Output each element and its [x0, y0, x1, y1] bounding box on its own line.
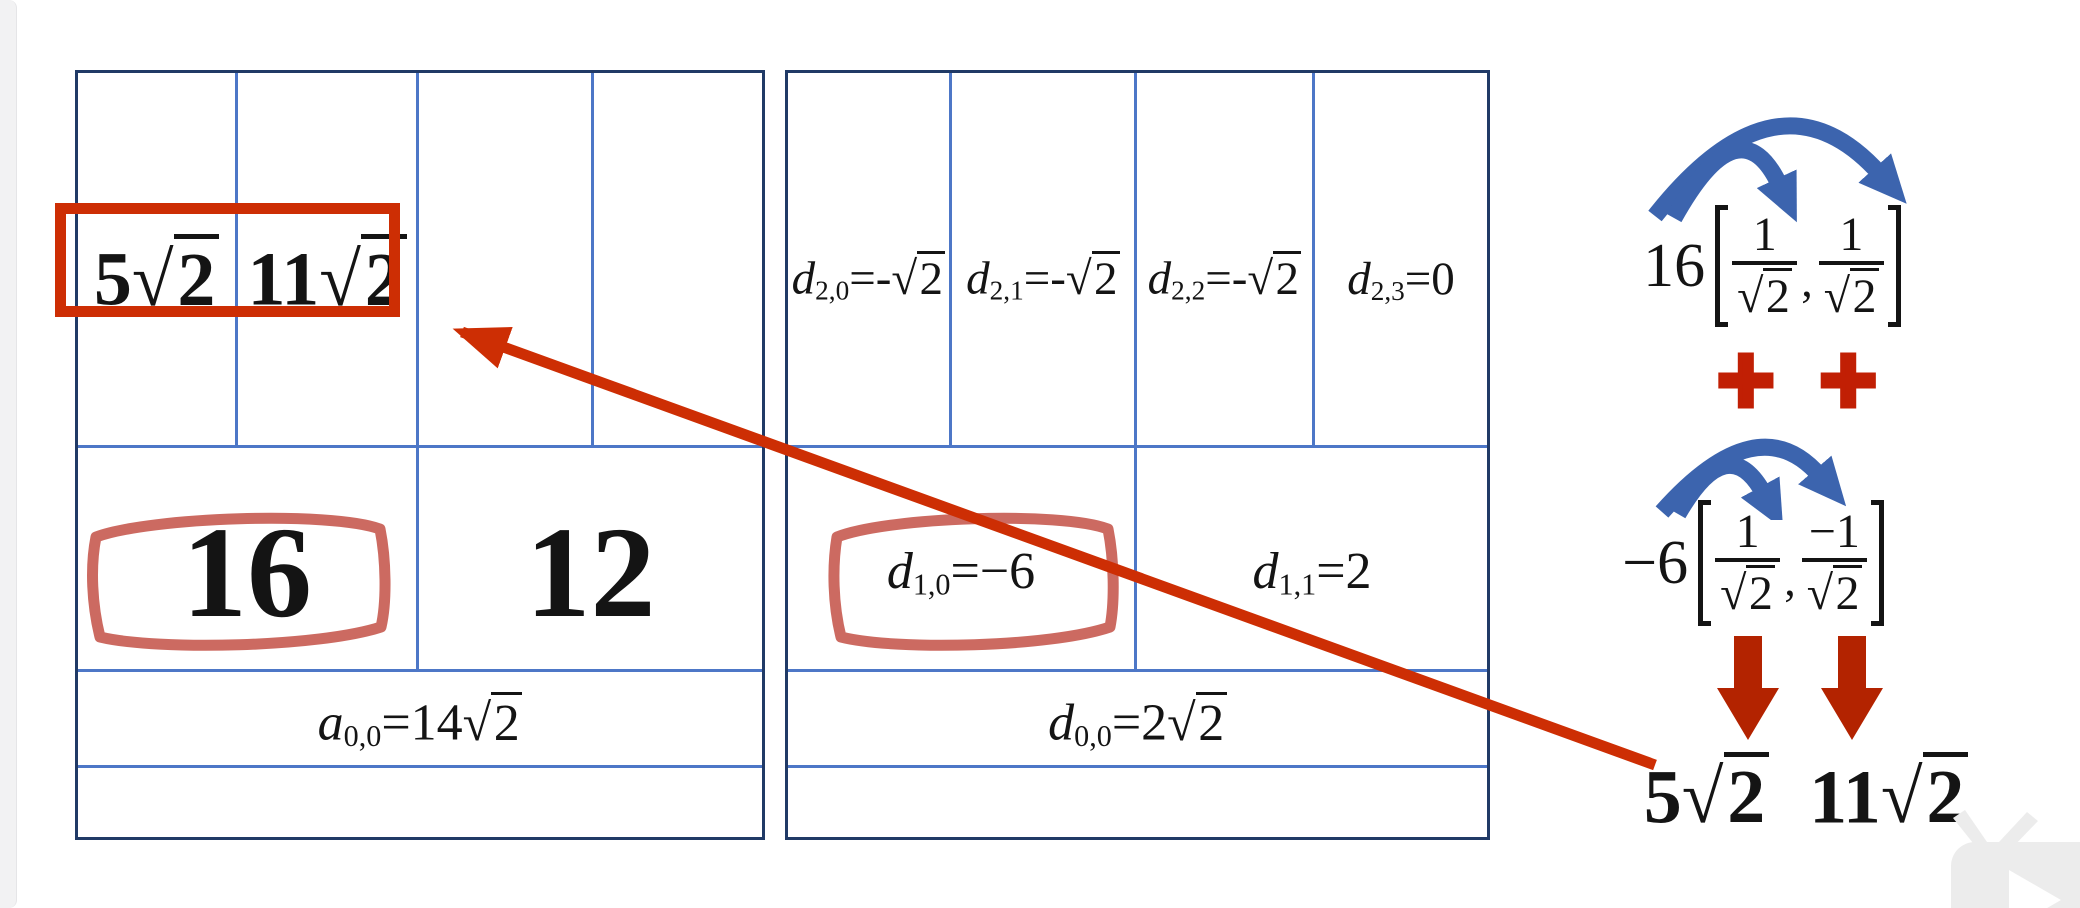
cell-d23: d2,3=0	[1315, 73, 1487, 445]
result-5sqrt2: 5√2	[1644, 752, 1770, 841]
bracket-left	[1715, 205, 1729, 327]
numerator: 1	[1752, 208, 1777, 262]
numerator: −1	[1808, 505, 1860, 559]
value-d20: d2,0=-√2	[792, 251, 946, 306]
expression-16-basis: 16 1 √2 , 1 √2	[1622, 205, 1922, 327]
plus-signs-row: + +	[1647, 324, 1947, 436]
grid-hline	[78, 765, 762, 768]
marker-box-stroke	[87, 512, 391, 651]
arc-arrow-icon	[1666, 141, 1797, 223]
coefficient-minus6: −6	[1622, 528, 1689, 597]
value-12: 12	[525, 500, 656, 645]
grid-vline	[591, 73, 594, 445]
scale-arcs-top	[1648, 117, 1907, 223]
tv-watermark-icon	[1951, 810, 2080, 908]
result-down-arrows	[1717, 636, 1883, 740]
bracket-right	[1870, 500, 1884, 626]
bracket-right	[1887, 205, 1901, 327]
denominator: √2	[1715, 558, 1781, 619]
cell-d22: d2,2=-√2	[1137, 73, 1312, 445]
value-d22: d2,2=-√2	[1148, 251, 1302, 306]
value-d21: d2,1=-√2	[966, 251, 1120, 306]
grid-vline	[235, 73, 238, 445]
arc-arrow-icon	[1648, 117, 1907, 222]
fraction-minus1-over-sqrt2: −1 √2	[1798, 500, 1871, 625]
grid-hline	[78, 445, 762, 448]
play-triangle	[2009, 870, 2061, 908]
arc-arrow-icon	[1670, 456, 1784, 520]
plus-icon: +	[1714, 324, 1777, 436]
value-d11: d1,1=2	[1252, 543, 1372, 602]
grid-hline	[78, 669, 762, 672]
down-arrow-icon	[1717, 636, 1779, 740]
antenna	[1953, 810, 1987, 848]
grid-vline	[1134, 73, 1137, 445]
expression-minus6-basis: −6 1 √2 , −1 √2	[1603, 500, 1903, 626]
coefficient-16: 16	[1643, 231, 1706, 300]
denominator: √2	[1818, 261, 1884, 322]
cell-d20: d2,0=-√2	[788, 73, 949, 445]
antenna	[1999, 812, 2038, 849]
result-11sqrt2: 11√2	[1809, 752, 1969, 841]
grid-vline	[949, 73, 952, 445]
page-left-edge	[0, 0, 17, 908]
numerator: 1	[1839, 208, 1864, 262]
down-arrow-icon	[1821, 636, 1883, 740]
reconstruction-table: 5√2 11√2 16 12 a0,0=14√2	[75, 70, 765, 840]
scale-arcs-bottom	[1655, 438, 1847, 520]
value-a00: a0,0=14√2	[318, 692, 523, 754]
fraction-1-over-sqrt2: 1 √2	[1815, 203, 1888, 328]
value-d00: d0,0=2√2	[1048, 692, 1227, 754]
cell-d21: d2,1=-√2	[952, 73, 1134, 445]
value-d23: d2,3=0	[1347, 252, 1455, 306]
cell-12: 12	[419, 448, 762, 669]
marker-box-stroke	[828, 512, 1119, 651]
marker-box-d10	[828, 512, 1119, 651]
denominator: √2	[1732, 261, 1798, 322]
fraction-1-over-sqrt2: 1 √2	[1728, 203, 1801, 328]
comma: ,	[1784, 554, 1796, 605]
detail-coefficients-table: d2,0=-√2 d2,1=-√2 d2,2=-√2 d2,3=0 d1,0=−…	[785, 70, 1490, 840]
fraction-1-over-sqrt2: 1 √2	[1711, 500, 1784, 625]
marker-box-16	[87, 512, 391, 651]
denominator: √2	[1801, 558, 1867, 619]
comma: ,	[1801, 255, 1813, 306]
grid-vline	[416, 73, 419, 445]
highlight-rect-5sqrt2-11sqrt2	[55, 203, 400, 317]
result-values: 5√2 11√2	[1644, 752, 1969, 841]
cell-a00: a0,0=14√2	[78, 672, 762, 765]
plus-icon: +	[1816, 324, 1879, 436]
grid-vline	[1312, 73, 1315, 445]
grid-vline	[416, 448, 419, 669]
grid-hline	[788, 765, 1487, 768]
bracket-left	[1698, 500, 1712, 626]
numerator: 1	[1735, 505, 1760, 559]
cell-d00: d0,0=2√2	[788, 672, 1487, 765]
cell-d11: d1,1=2	[1137, 448, 1487, 669]
